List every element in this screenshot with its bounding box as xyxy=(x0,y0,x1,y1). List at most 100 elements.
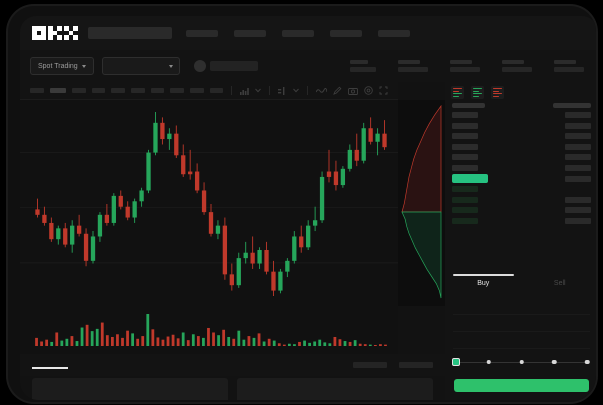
order-book-amount xyxy=(565,154,591,161)
percent-mark-100[interactable] xyxy=(584,359,590,364)
orderbook-both-icon[interactable] xyxy=(451,86,464,99)
order-book-ask-row[interactable] xyxy=(452,131,591,142)
trading-mode-label: Spot Trading xyxy=(38,62,78,70)
volume-chart[interactable] xyxy=(20,306,398,354)
percent-mark-75[interactable] xyxy=(552,359,557,364)
order-book-price xyxy=(452,154,478,161)
tab-sell[interactable]: Sell xyxy=(522,272,597,294)
percent-slider[interactable] xyxy=(452,358,590,367)
stat-value xyxy=(350,66,376,72)
stat-label xyxy=(554,60,576,65)
settings-icon[interactable] xyxy=(364,86,373,95)
order-book-ask-row[interactable] xyxy=(452,121,591,132)
top-header xyxy=(20,16,596,50)
order-book-current-price[interactable] xyxy=(452,173,591,184)
pencil-icon[interactable] xyxy=(333,86,342,95)
timeframe-8[interactable] xyxy=(189,88,204,93)
orderbook-bids-icon[interactable] xyxy=(471,86,484,99)
order-book-mode-switcher xyxy=(445,82,596,102)
nav-item-1[interactable] xyxy=(234,29,266,37)
nav-item-4[interactable] xyxy=(378,29,410,37)
chevron-down-icon[interactable] xyxy=(293,88,299,93)
order-book-price xyxy=(452,186,478,193)
order-book-amount xyxy=(565,196,591,203)
toolbar-divider xyxy=(307,86,309,95)
percent-mark-25[interactable] xyxy=(486,359,491,364)
order-book-ask-row[interactable] xyxy=(452,152,591,163)
timeframe-1[interactable] xyxy=(49,88,67,93)
timeframe-7[interactable] xyxy=(170,88,184,93)
logo-glyph-o xyxy=(32,26,46,40)
timeframe-9[interactable] xyxy=(209,88,224,93)
order-book-bid-row[interactable] xyxy=(452,195,591,206)
chevron-down-icon xyxy=(168,64,173,68)
market-stat-3 xyxy=(502,60,532,72)
stat-value xyxy=(502,66,532,72)
percent-slider-handle[interactable] xyxy=(452,358,460,366)
order-field-amount[interactable] xyxy=(453,315,590,332)
order-book-price xyxy=(452,143,478,150)
bottom-tab-bar xyxy=(20,354,445,376)
order-book-price xyxy=(452,133,478,140)
order-book-header xyxy=(445,102,596,110)
timeframe-3[interactable] xyxy=(91,88,106,93)
market-stat-4 xyxy=(554,60,584,72)
stat-value xyxy=(450,66,480,72)
order-book-price xyxy=(452,164,478,171)
order-book-amount xyxy=(565,112,591,119)
chart-toolbar xyxy=(20,82,398,100)
order-book-bid-row[interactable] xyxy=(452,184,591,195)
depth-chart-svg xyxy=(401,104,442,299)
bottom-action-1[interactable] xyxy=(399,362,433,368)
chevron-down-icon[interactable] xyxy=(255,88,262,93)
okx-logo-icon[interactable] xyxy=(32,26,78,40)
order-book-bid-row[interactable] xyxy=(452,205,591,216)
nav-item-3[interactable] xyxy=(330,29,362,37)
camera-icon[interactable] xyxy=(348,87,358,95)
timeframe-0[interactable] xyxy=(30,88,44,93)
nav-item-0[interactable] xyxy=(186,29,218,37)
order-book-price xyxy=(452,112,478,119)
fullscreen-icon[interactable] xyxy=(379,86,388,95)
logo-glyph-x xyxy=(64,26,78,40)
stat-label xyxy=(350,60,368,65)
bottom-card-0[interactable] xyxy=(32,378,228,400)
compare-icon[interactable] xyxy=(278,86,287,95)
timeframe-4[interactable] xyxy=(111,88,126,93)
order-book-amount xyxy=(565,175,591,182)
tab-buy[interactable]: Buy xyxy=(445,272,522,294)
bottom-card-1[interactable] xyxy=(237,378,433,400)
market-stats xyxy=(350,60,588,72)
pair-avatar xyxy=(193,60,206,72)
order-book-col-amount xyxy=(553,103,591,108)
market-subheader: Spot Trading xyxy=(20,50,596,82)
percent-mark-50[interactable] xyxy=(519,359,524,364)
order-book-amount xyxy=(565,164,591,171)
market-stat-0 xyxy=(350,60,376,72)
price-chart[interactable] xyxy=(20,100,398,306)
order-field-total[interactable] xyxy=(453,332,590,349)
orderbook-asks-icon[interactable] xyxy=(491,86,504,99)
pair-select-dropdown[interactable] xyxy=(101,57,180,75)
place-order-button[interactable] xyxy=(454,379,589,392)
volume-chart-svg xyxy=(35,314,387,346)
order-book-amount xyxy=(565,207,591,214)
order-book-bid-row[interactable] xyxy=(452,216,591,227)
bottom-action-0[interactable] xyxy=(353,362,387,368)
nav-item-2[interactable] xyxy=(282,29,314,37)
search-input[interactable] xyxy=(88,27,172,39)
indicators-icon[interactable] xyxy=(240,87,250,95)
timeframe-2[interactable] xyxy=(72,88,86,93)
order-book-ask-row[interactable] xyxy=(452,163,591,174)
order-book-ask-row[interactable] xyxy=(452,142,591,153)
candlestick-chart-svg xyxy=(20,112,398,296)
order-book-amount xyxy=(565,217,591,224)
timeframe-6[interactable] xyxy=(150,88,165,93)
market-depth-chart[interactable] xyxy=(398,100,445,306)
line-style-icon[interactable] xyxy=(316,87,328,94)
trading-mode-dropdown[interactable]: Spot Trading xyxy=(30,57,94,75)
order-field-price[interactable] xyxy=(453,298,590,315)
stat-value xyxy=(398,66,428,72)
order-book-ask-row[interactable] xyxy=(452,110,591,121)
timeframe-5[interactable] xyxy=(131,88,145,93)
